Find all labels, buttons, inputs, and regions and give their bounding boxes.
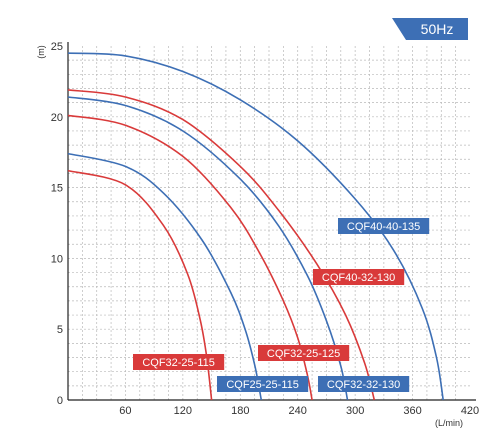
x-tick-label: 60 <box>119 405 131 417</box>
series-label-cqf32-32-130: CQF32-32-130 <box>318 376 410 392</box>
series-label-box <box>318 376 410 392</box>
series-label-text: CQF32-25-115 <box>142 357 215 369</box>
x-tick-label: 120 <box>174 405 192 417</box>
series-label-box <box>338 218 430 234</box>
series-curve-cqf40-40-135 <box>67 52 444 401</box>
badge-background <box>392 18 468 40</box>
badge-label: 50Hz <box>421 21 454 37</box>
series-label-cqf32-25-115: CQF32-25-115 <box>133 354 225 370</box>
y-tick-label: 15 <box>51 183 63 195</box>
x-tick-label: 360 <box>403 405 421 417</box>
series-label-cqf40-40-135: CQF40-40-135 <box>338 218 430 234</box>
series-label-box <box>133 354 225 370</box>
x-tick-label: 240 <box>289 405 307 417</box>
tick-labels: 60 120 180 240 300 360 420 0 5 10 15 20 25 <box>51 41 479 417</box>
series-label-cqf32-25-125: CQF32-25-125 <box>258 345 350 361</box>
series-curve-cqf25-25-115 <box>67 152 263 401</box>
y-tick-label: 25 <box>51 41 63 53</box>
y-tick-label: 20 <box>51 112 63 124</box>
x-tick-label: 420 <box>461 405 479 417</box>
series-label-text: CQF40-32-130 <box>322 272 395 284</box>
series-label-text: CQF32-32-130 <box>327 379 400 391</box>
y-tick-label: 5 <box>57 324 63 336</box>
series-curve-cqf40-32-130 <box>67 89 376 401</box>
y-axis-unit: (m) <box>36 45 46 59</box>
series-labels: CQF40-40-135 CQF40-32-130 CQF32-32-130 CQF3… <box>133 218 430 392</box>
x-tick-label: 300 <box>346 405 364 417</box>
series-label-box <box>217 376 309 392</box>
x-axis-unit: (L/min) <box>435 418 463 428</box>
y-tick-label: 10 <box>51 253 63 265</box>
series-label-box <box>258 345 350 361</box>
axes <box>67 42 476 401</box>
series-label-cqf25-25-115: CQF25-25-115 <box>217 376 309 392</box>
series-label-box <box>313 269 405 285</box>
series-label-text: CQF40-40-135 <box>347 221 420 233</box>
series-curve-cqf32-25-125 <box>67 114 313 401</box>
frequency-badge: 50Hz <box>392 18 468 40</box>
series-label-text: CQF25-25-115 <box>226 379 299 391</box>
series-label-text: CQF32-25-125 <box>267 348 340 360</box>
x-tick-label: 180 <box>231 405 249 417</box>
series-label-cqf40-32-130: CQF40-32-130 <box>313 269 405 285</box>
y-tick-label: 0 <box>57 395 63 407</box>
